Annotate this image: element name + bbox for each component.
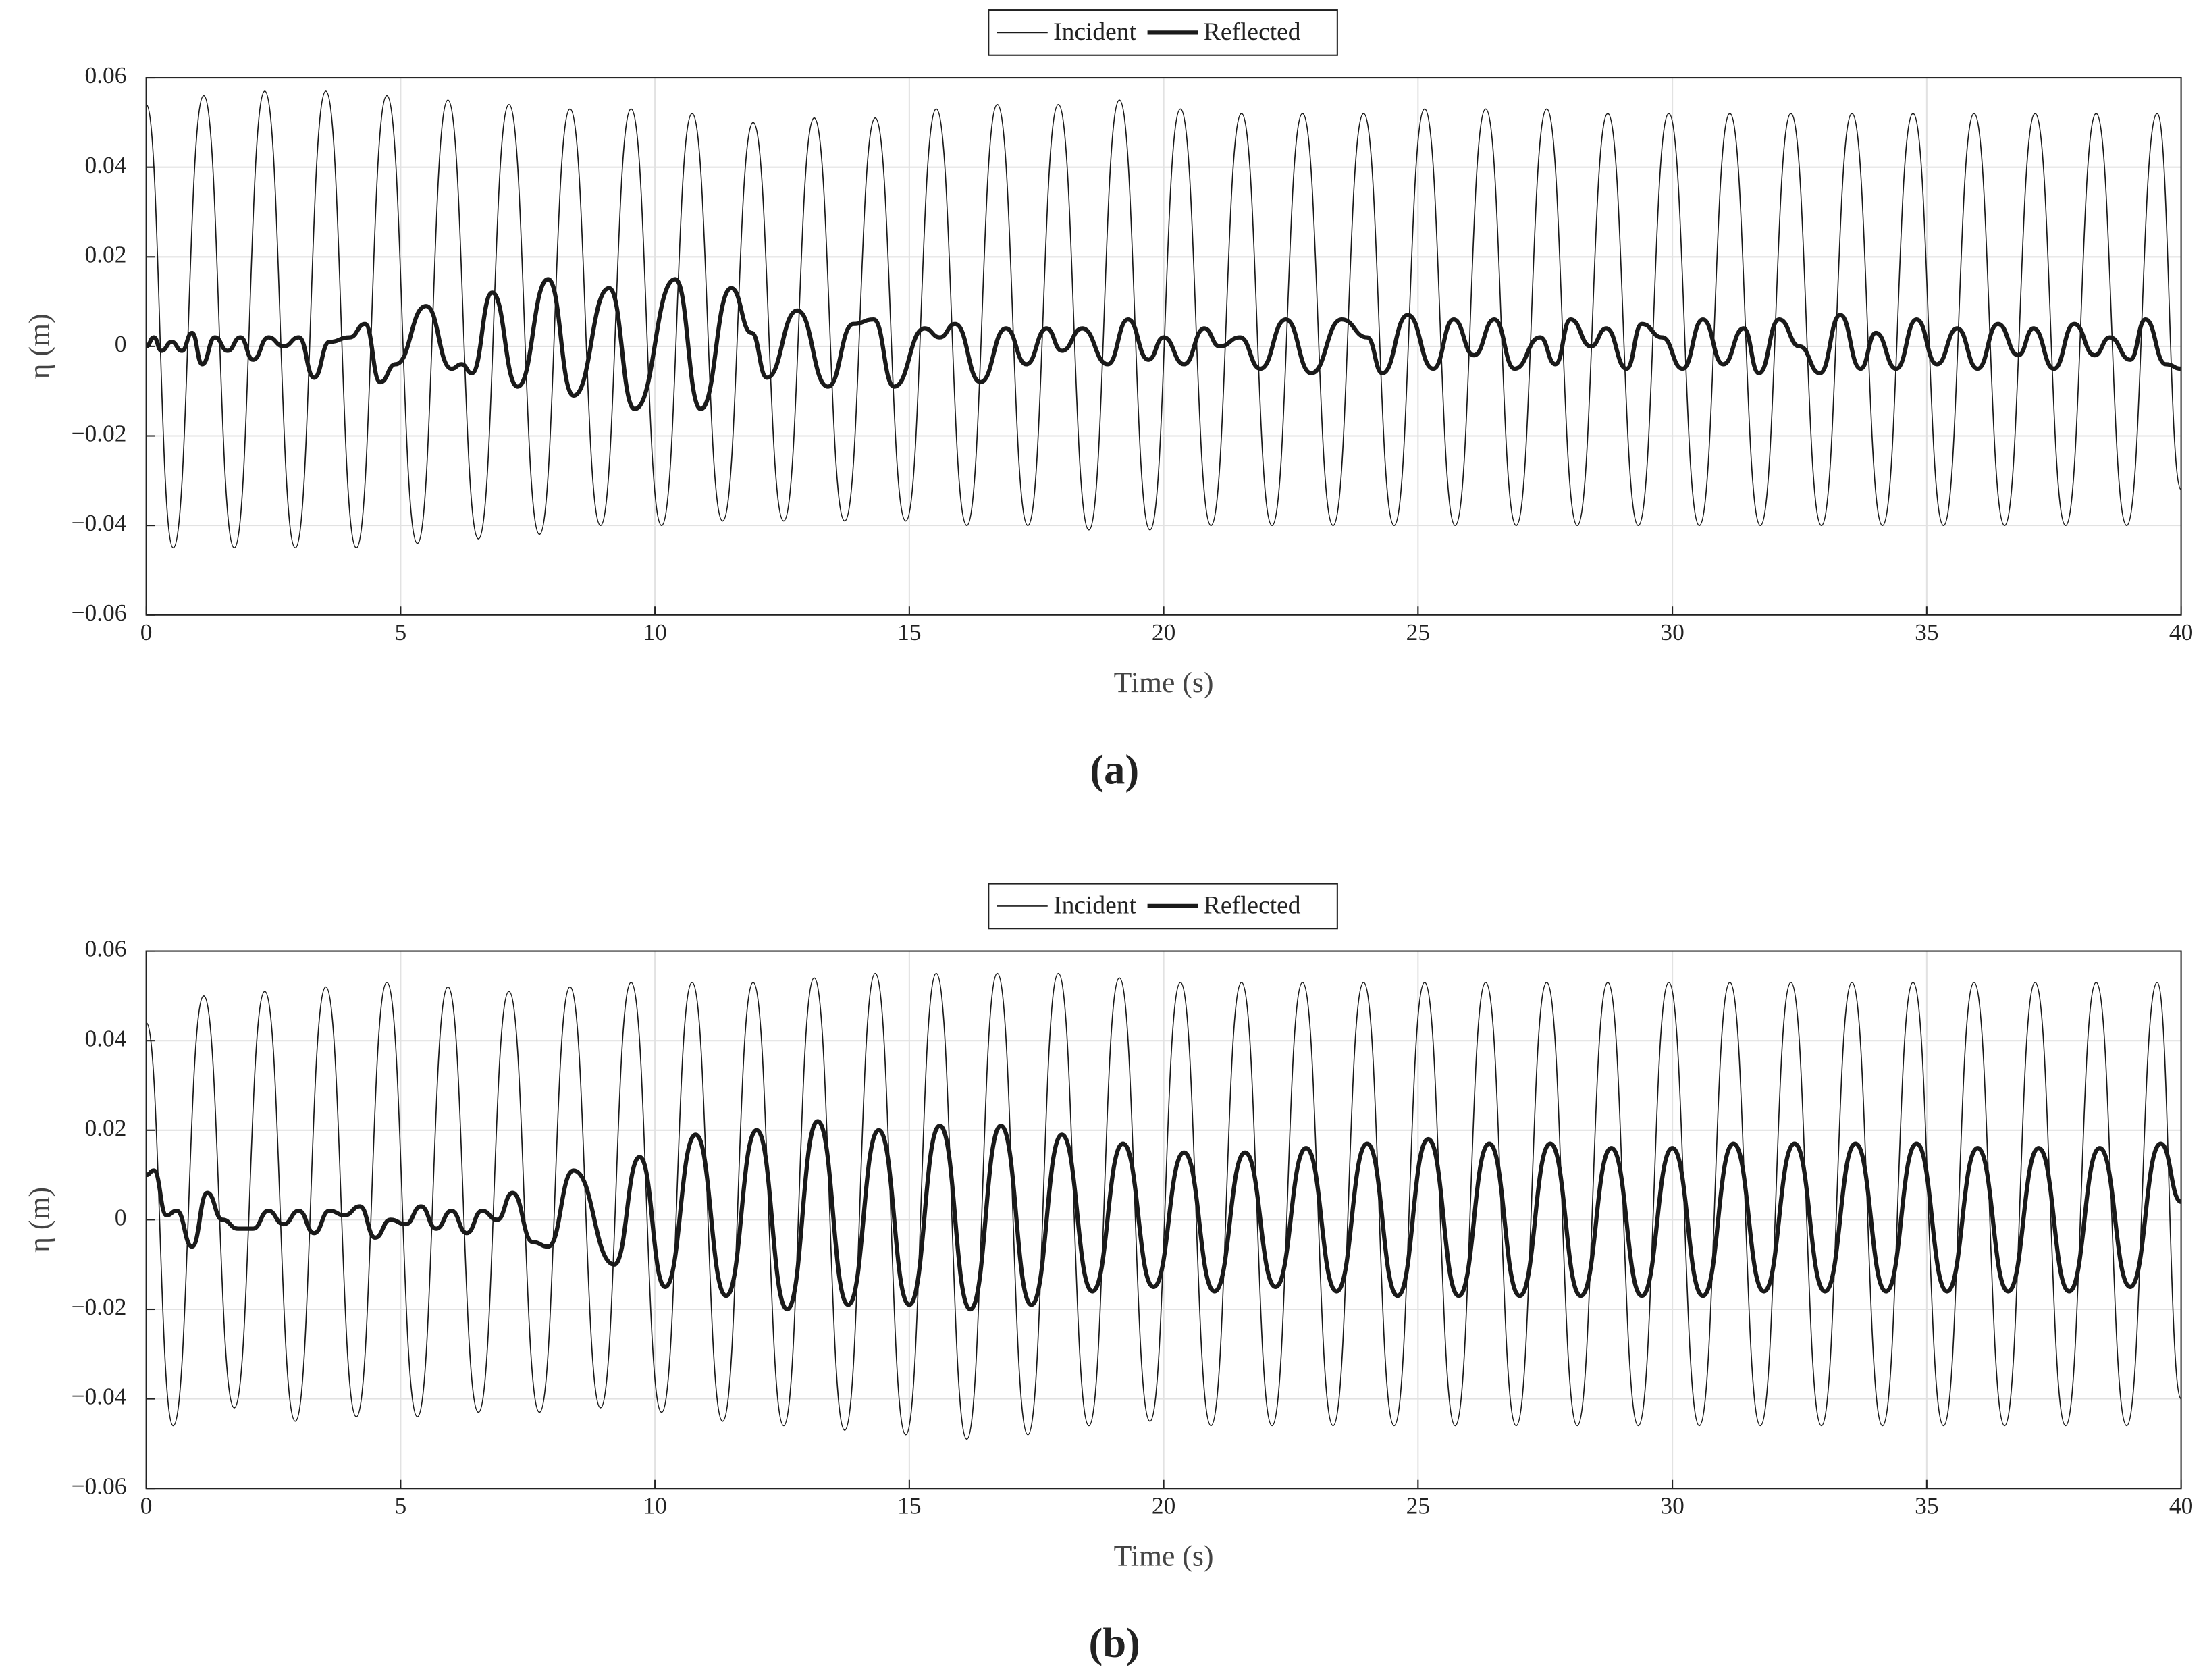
y-tick-label: −0.04 [72,509,127,536]
series-line [145,90,2182,549]
y-axis-label: η (m) [24,313,56,379]
legend-label: Incident [1053,18,1136,46]
x-tick-label: 30 [1660,619,1684,646]
caption: (a) [1090,745,1139,793]
y-tick-label: 0 [115,1204,127,1231]
x-tick-label: 0 [140,619,153,646]
x-tick-label: 40 [2169,619,2193,646]
x-tick-label: 15 [897,1492,921,1519]
x-tick-label: 25 [1406,1492,1430,1519]
x-tick-label: 5 [395,619,407,646]
y-tick-label: −0.06 [72,1472,127,1499]
x-tick-label: 5 [395,1492,407,1519]
x-tick-label: 20 [1152,619,1175,646]
axes-box [145,77,2182,616]
y-tick-label: 0.02 [85,1114,127,1141]
y-tick-label: −0.02 [72,420,127,447]
y-tick-label: 0.02 [85,240,127,267]
legend-label: Incident [1053,892,1136,920]
y-tick-label: 0.04 [85,1024,127,1051]
x-tick-label: 15 [897,619,921,646]
x-axis-label: Time (s) [1114,666,1214,699]
axes-box [145,950,2182,1490]
caption: (b) [1089,1619,1140,1666]
legend-label: Reflected [1204,18,1301,46]
x-tick-label: 0 [140,1492,153,1519]
x-tick-label: 35 [1915,1492,1938,1519]
y-tick-label: 0 [115,330,127,357]
y-axis-label: η (m) [24,1187,56,1253]
series-line [145,277,2181,411]
y-tick-label: 0.04 [85,151,127,178]
x-tick-label: 10 [643,619,666,646]
x-tick-label: 35 [1915,619,1938,646]
x-tick-label: 20 [1152,1492,1175,1519]
y-tick-label: 0.06 [85,61,127,88]
x-tick-label: 25 [1406,619,1430,646]
y-tick-label: 0.06 [85,935,127,962]
y-tick-label: −0.06 [72,599,127,626]
series-line [145,972,2182,1440]
x-axis-label: Time (s) [1114,1540,1214,1572]
legend-label: Reflected [1204,892,1301,920]
x-tick-label: 40 [2169,1492,2193,1519]
x-tick-label: 30 [1660,1492,1684,1519]
y-tick-label: −0.02 [72,1293,127,1320]
y-tick-label: −0.04 [72,1383,127,1410]
series-line [146,1119,2183,1312]
x-tick-label: 10 [643,1492,666,1519]
